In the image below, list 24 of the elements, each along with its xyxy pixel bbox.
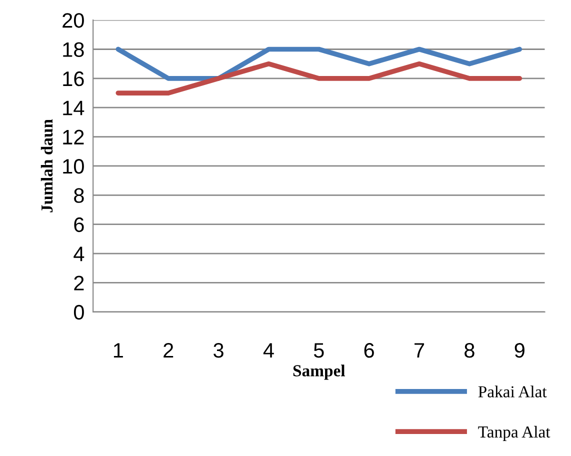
y-tick-label: 18 bbox=[63, 42, 84, 57]
x-tick-label: 2 bbox=[164, 343, 174, 358]
y-tick-label: 0 bbox=[74, 304, 84, 320]
y-tick-label: 8 bbox=[74, 188, 84, 203]
x-tick-label: 6 bbox=[364, 343, 374, 358]
y-tick-label: 2 bbox=[74, 276, 84, 290]
x-tick-label: 8 bbox=[464, 343, 474, 358]
y-axis-title: Jumlah daun bbox=[40, 119, 53, 212]
y-tick-label: 14 bbox=[63, 100, 84, 116]
y-tick-label: 20 bbox=[62, 13, 84, 28]
x-tick-label: 4 bbox=[263, 343, 274, 358]
x-tick-label: 1 bbox=[114, 343, 123, 358]
y-tick-label: 6 bbox=[74, 217, 84, 232]
y-tick-label: 12 bbox=[63, 130, 84, 144]
x-tick-label: 9 bbox=[514, 343, 524, 358]
legend-label: Tanpa Alat bbox=[478, 426, 550, 441]
y-tick-label: 4 bbox=[74, 246, 84, 262]
y-tick-label: 10 bbox=[63, 158, 84, 174]
x-axis-title: Sampel bbox=[293, 364, 346, 380]
x-tick-label: 3 bbox=[214, 343, 224, 358]
legend-label: Pakai Alat bbox=[478, 386, 547, 398]
x-tick-label: 7 bbox=[414, 343, 424, 358]
x-tick-label: 5 bbox=[314, 343, 324, 358]
y-tick-label: 16 bbox=[63, 71, 84, 86]
